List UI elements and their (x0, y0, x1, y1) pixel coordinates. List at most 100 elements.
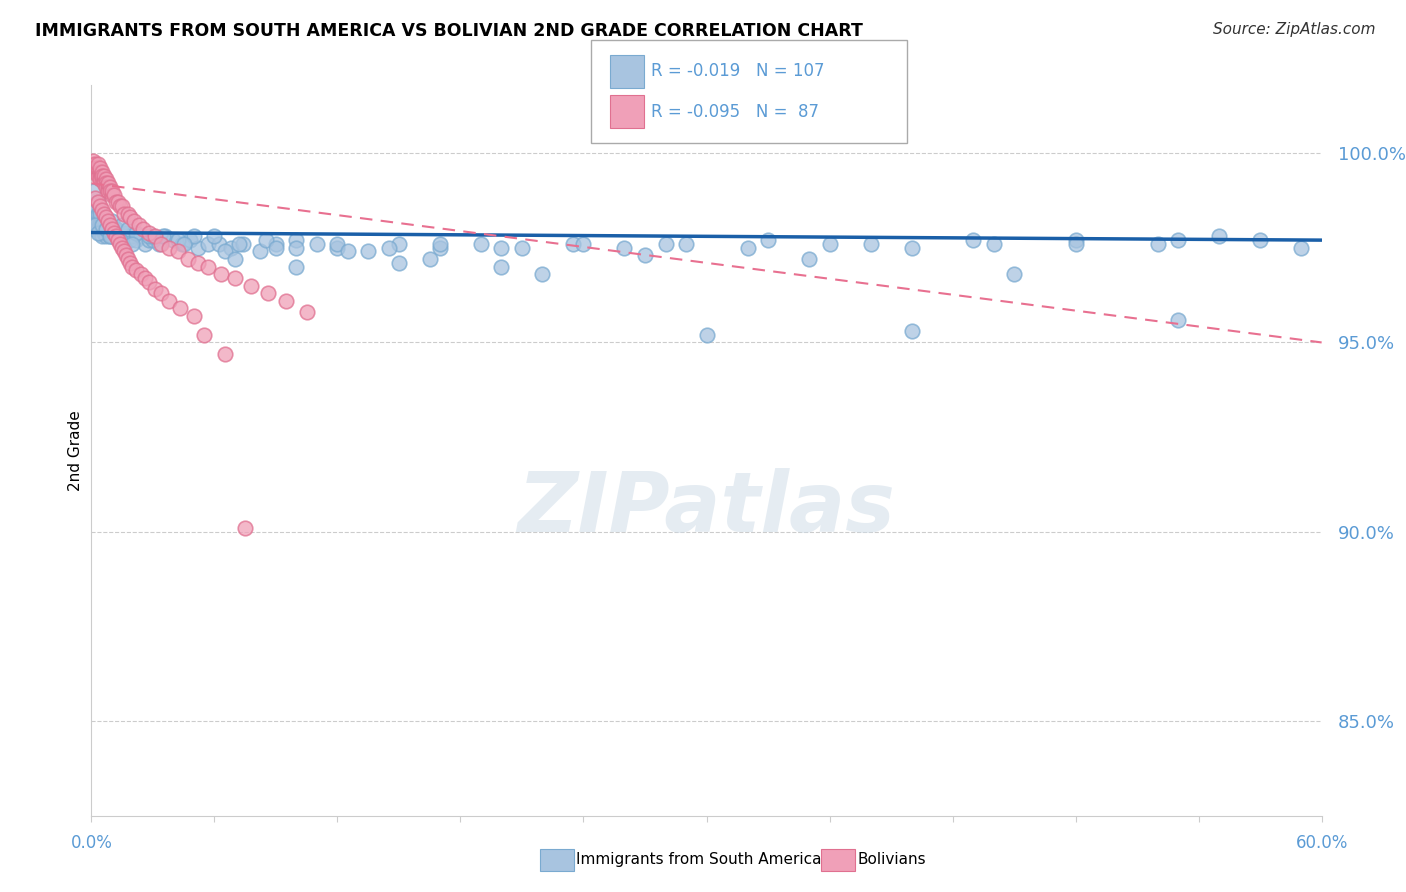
Point (153, 229, 177, 244)
Point (121, 236, 143, 251)
Point (295, 305, 318, 319)
Point (179, 233, 201, 247)
Point (124, 214, 146, 228)
Point (84, 157, 107, 171)
Point (166, 244, 188, 259)
Text: Bolivians: Bolivians (858, 853, 927, 867)
Point (101, 184, 124, 198)
Point (377, 241, 399, 255)
Point (93, 172, 115, 186)
Point (285, 241, 308, 255)
Point (675, 236, 697, 251)
Point (572, 236, 595, 251)
Point (491, 260, 513, 274)
Point (84, 161, 107, 175)
Point (90, 211, 112, 225)
Text: Source: ZipAtlas.com: Source: ZipAtlas.com (1212, 22, 1375, 37)
Point (1146, 236, 1168, 251)
Point (89, 202, 111, 217)
Point (93, 226, 115, 240)
Text: Immigrants from South America: Immigrants from South America (576, 853, 823, 867)
Point (138, 229, 160, 244)
Point (107, 195, 129, 210)
Point (148, 236, 170, 251)
Point (129, 229, 152, 244)
Point (170, 236, 193, 251)
Point (90, 169, 112, 183)
Point (90, 214, 112, 228)
Point (818, 236, 841, 251)
Point (157, 293, 180, 308)
Point (125, 233, 148, 247)
Point (214, 244, 236, 259)
Point (285, 260, 308, 274)
Point (1167, 312, 1189, 326)
Point (183, 309, 205, 323)
Point (82, 184, 104, 198)
Point (285, 233, 308, 247)
Point (94, 211, 117, 225)
Point (429, 241, 451, 255)
Point (89, 218, 111, 232)
Point (224, 271, 246, 285)
Point (112, 244, 135, 259)
Point (93, 218, 115, 232)
Point (94, 172, 117, 186)
Point (86, 221, 108, 235)
Point (197, 260, 219, 274)
Point (90, 202, 112, 217)
Text: ZIPatlas: ZIPatlas (517, 468, 896, 549)
Point (336, 244, 359, 259)
Point (120, 233, 142, 247)
Point (388, 236, 411, 251)
Point (1002, 267, 1025, 281)
Text: 60.0%: 60.0% (1295, 834, 1348, 852)
Point (429, 236, 451, 251)
Point (510, 241, 533, 255)
Point (187, 241, 209, 255)
Point (264, 236, 287, 251)
Point (117, 221, 139, 235)
Point (166, 233, 188, 247)
Point (357, 244, 380, 259)
Point (108, 233, 131, 247)
Point (111, 241, 134, 255)
Point (98, 184, 121, 198)
Point (183, 229, 205, 244)
Point (97, 221, 120, 235)
Point (107, 233, 129, 247)
Text: R = -0.095   N =  87: R = -0.095 N = 87 (651, 103, 818, 121)
Point (97, 221, 120, 235)
Point (93, 214, 115, 228)
Point (859, 236, 882, 251)
Point (150, 236, 173, 251)
Point (97, 176, 120, 190)
Point (254, 233, 277, 247)
Point (326, 241, 349, 255)
Text: 0.0%: 0.0% (70, 834, 112, 852)
Point (470, 236, 492, 251)
Point (103, 221, 125, 235)
Point (94, 221, 117, 235)
Point (94, 176, 117, 190)
Point (86, 214, 108, 228)
Point (108, 229, 131, 244)
Point (125, 263, 148, 277)
Point (157, 241, 180, 255)
Point (756, 233, 779, 247)
Text: IMMIGRANTS FROM SOUTH AMERICA VS BOLIVIAN 2ND GRADE CORRELATION CHART: IMMIGRANTS FROM SOUTH AMERICA VS BOLIVIA… (35, 22, 863, 40)
Point (103, 226, 125, 240)
Text: R = -0.019   N = 107: R = -0.019 N = 107 (651, 62, 824, 79)
Point (187, 256, 209, 270)
Point (93, 169, 115, 183)
Point (214, 347, 236, 361)
Point (634, 248, 657, 262)
Point (305, 236, 328, 251)
Point (962, 233, 984, 247)
Point (1167, 233, 1189, 247)
Point (97, 184, 120, 198)
Point (1064, 233, 1087, 247)
Point (112, 229, 135, 244)
Point (94, 229, 117, 244)
Point (89, 165, 111, 179)
